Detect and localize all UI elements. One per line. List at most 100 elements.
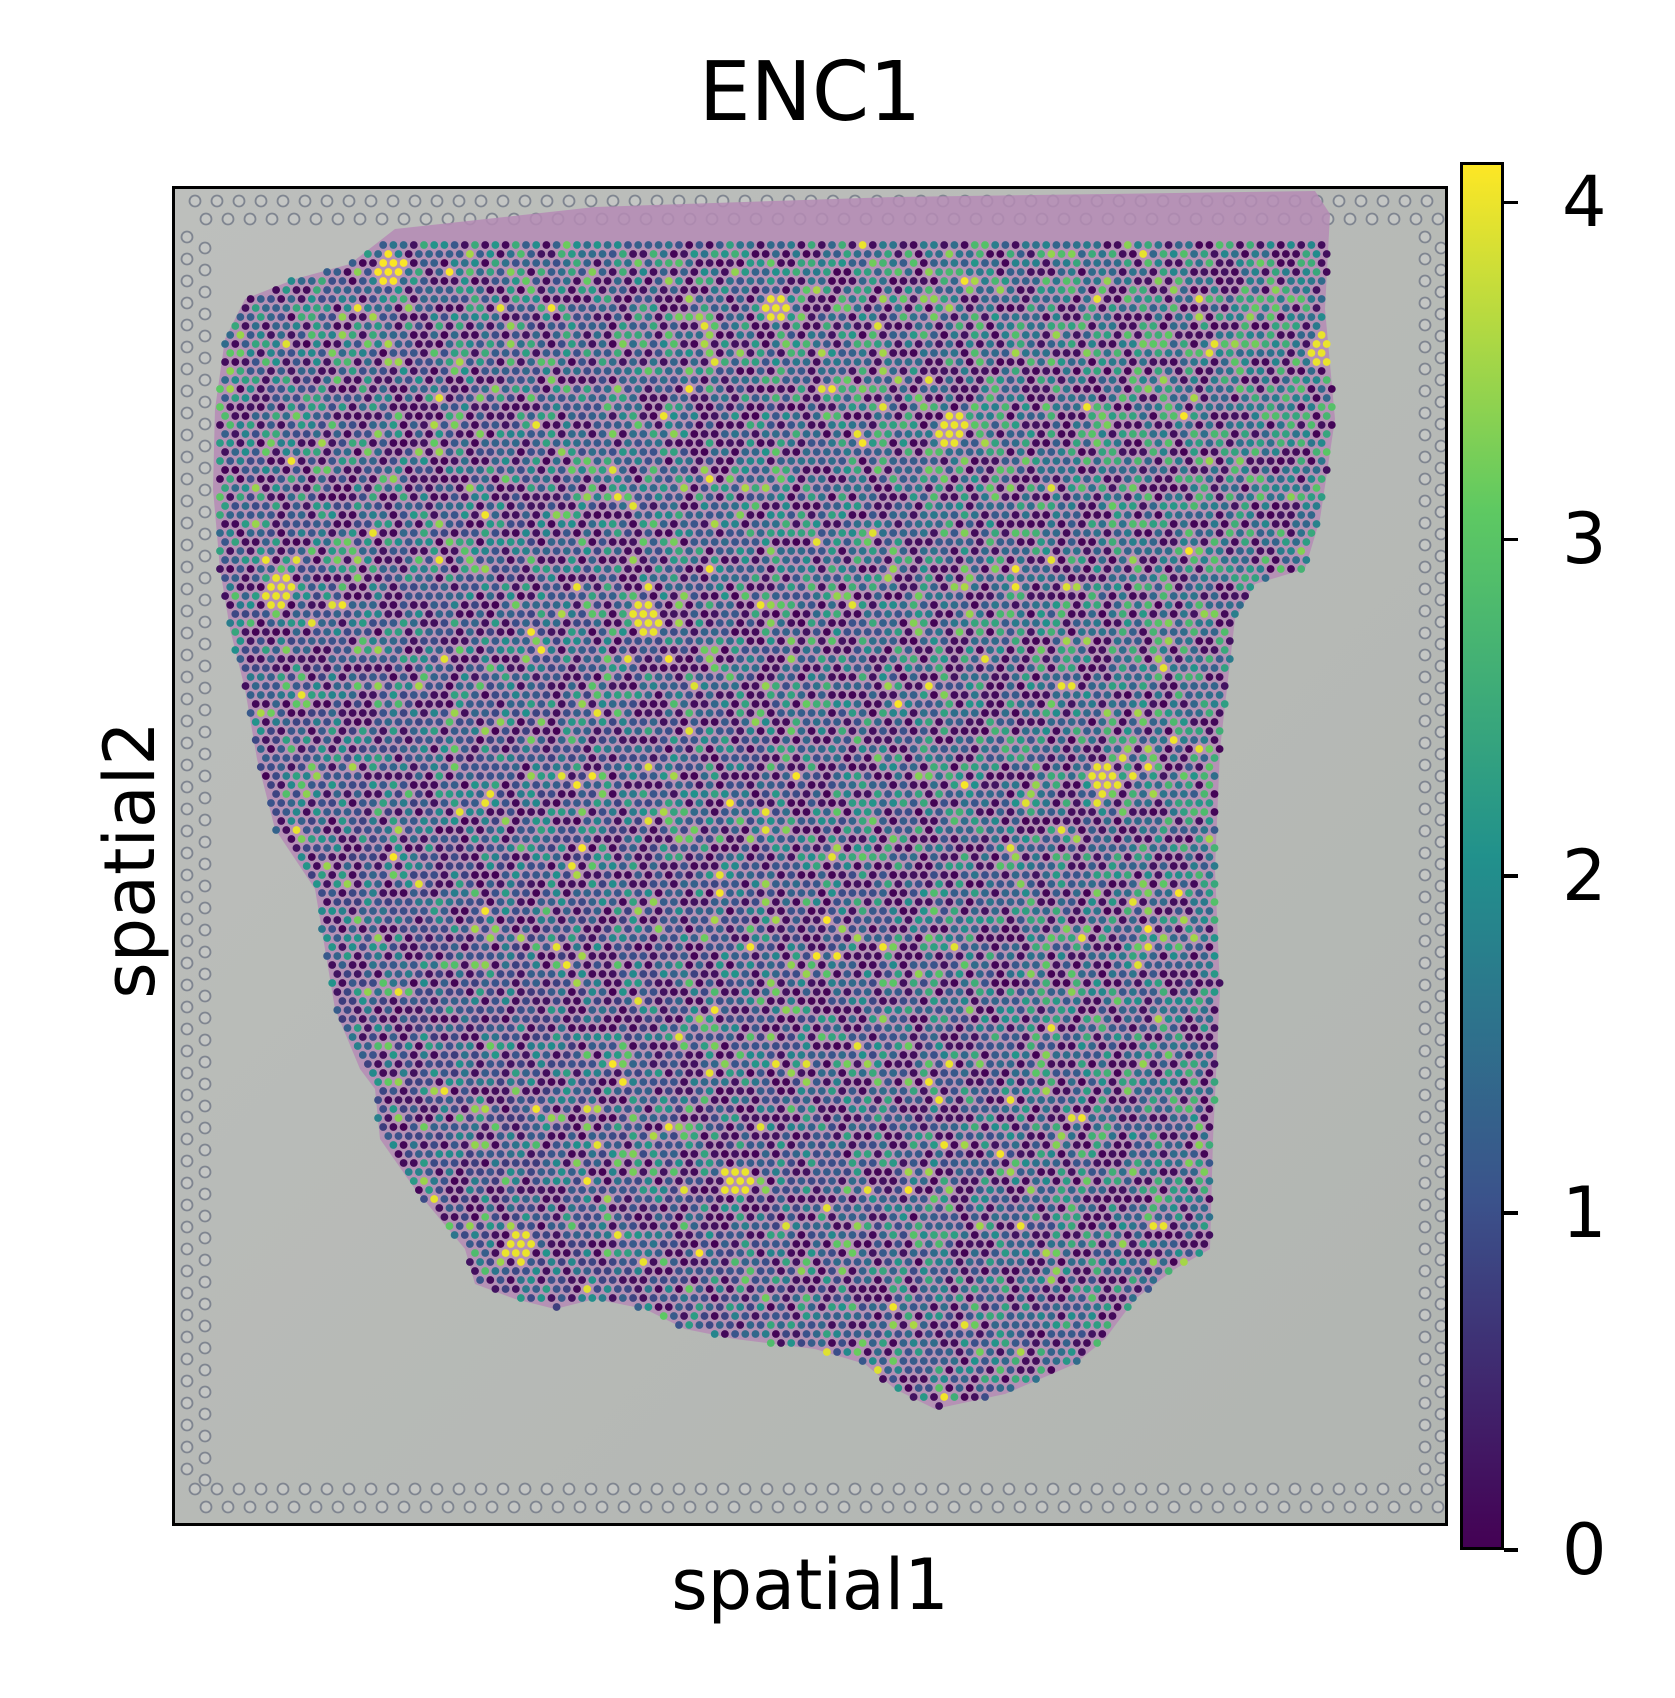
spot	[1118, 538, 1127, 546]
fiducial-dot	[180, 1330, 194, 1344]
spot	[226, 547, 235, 555]
spot	[455, 376, 464, 384]
spot	[899, 277, 908, 285]
spot	[705, 331, 714, 339]
spot	[527, 376, 535, 384]
spot	[1205, 547, 1214, 555]
spot	[251, 538, 260, 546]
spot	[996, 268, 1005, 276]
spot	[384, 574, 393, 582]
spot	[629, 520, 637, 528]
spot	[904, 268, 913, 276]
fiducial-dot	[1418, 582, 1432, 596]
spot	[843, 268, 852, 276]
spot	[1052, 583, 1061, 591]
spot	[445, 610, 454, 618]
spot	[1016, 394, 1025, 402]
spot	[863, 538, 872, 546]
spot	[644, 313, 653, 321]
spot	[573, 475, 581, 483]
spot	[874, 502, 882, 510]
spot	[1256, 331, 1265, 339]
spot	[797, 511, 806, 519]
spot	[991, 313, 1000, 321]
spot	[629, 538, 637, 546]
spot	[802, 250, 811, 258]
spot	[455, 340, 464, 348]
spot	[522, 547, 530, 555]
spot	[1317, 241, 1326, 249]
fiducial-dot	[815, 1500, 829, 1514]
spot	[649, 610, 658, 618]
spot	[909, 241, 918, 249]
spot	[1164, 439, 1173, 447]
spot	[353, 520, 362, 528]
spot	[858, 547, 867, 555]
spot	[272, 412, 280, 420]
spot	[1210, 556, 1219, 564]
spot	[537, 484, 546, 492]
spot	[736, 367, 745, 375]
spot	[807, 403, 816, 411]
fiducial-dot	[198, 967, 212, 981]
spot	[925, 430, 933, 438]
spot	[1113, 529, 1122, 537]
spot	[256, 385, 265, 393]
spot	[685, 511, 694, 519]
spot	[1205, 439, 1214, 447]
spot	[578, 322, 586, 330]
spot	[1276, 367, 1285, 375]
spot	[1164, 385, 1173, 393]
spot	[1006, 556, 1015, 564]
spot	[812, 610, 821, 618]
spot	[501, 277, 510, 285]
spot	[1098, 484, 1107, 492]
spot	[1108, 412, 1117, 420]
spot	[1169, 448, 1178, 456]
fiducial-dot	[397, 212, 411, 226]
spot	[914, 538, 923, 546]
spot	[481, 295, 490, 303]
spot	[466, 556, 474, 564]
spot	[736, 403, 745, 411]
spot	[1195, 493, 1204, 501]
spot	[481, 475, 490, 483]
spot	[1210, 484, 1219, 492]
spot	[353, 394, 362, 402]
fiducial-dot	[628, 194, 642, 208]
spot	[955, 340, 964, 348]
fiducial-dot	[1418, 1374, 1432, 1388]
spot	[976, 466, 984, 474]
spot	[1032, 457, 1040, 465]
spot	[904, 520, 913, 528]
spot	[379, 511, 388, 519]
spot	[1282, 394, 1290, 402]
spot	[537, 286, 546, 294]
fiducial-dot	[210, 1482, 224, 1496]
spot	[940, 565, 949, 573]
spot	[1251, 286, 1260, 294]
spot	[384, 520, 393, 528]
spot	[1037, 376, 1045, 384]
spot	[940, 583, 949, 591]
spot	[823, 358, 831, 366]
spot	[1078, 394, 1086, 402]
spot	[425, 484, 433, 492]
spot	[1174, 349, 1183, 357]
spot	[889, 475, 898, 483]
spot	[741, 520, 750, 528]
spot	[226, 403, 235, 411]
spot	[491, 313, 500, 321]
fiducial-dot	[180, 1462, 194, 1476]
spot	[603, 277, 612, 285]
spot	[394, 304, 403, 312]
spot	[603, 439, 612, 447]
spot	[506, 340, 515, 348]
spot	[420, 493, 428, 501]
spot	[532, 619, 541, 627]
spot	[1052, 457, 1061, 465]
spot	[766, 529, 775, 537]
spot	[1118, 466, 1127, 474]
spot	[404, 466, 413, 474]
spot	[996, 322, 1005, 330]
